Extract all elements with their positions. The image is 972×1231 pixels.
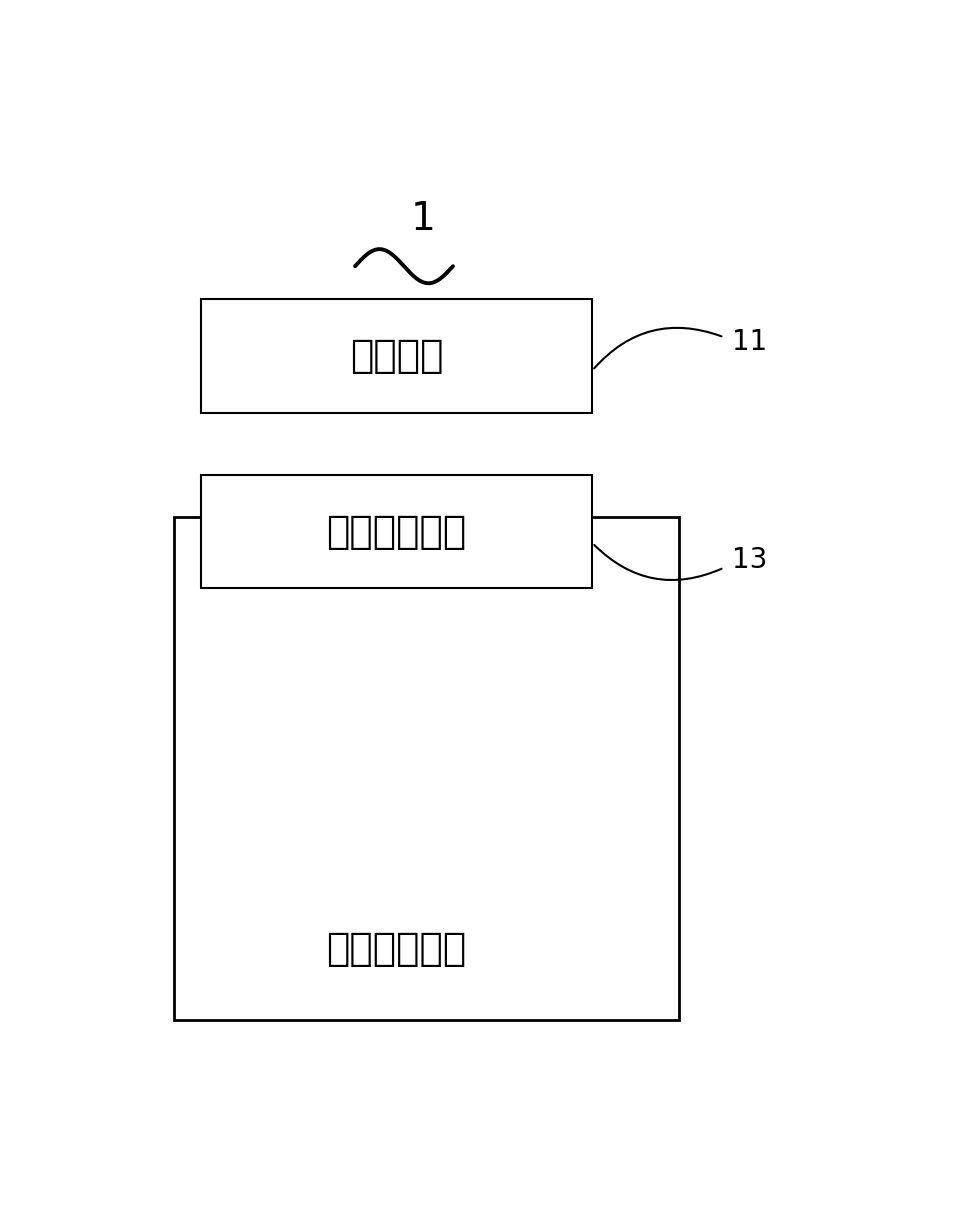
Text: 视点校正组件: 视点校正组件	[327, 512, 467, 550]
Text: 立体显示装置: 立体显示装置	[327, 929, 467, 968]
Bar	[174, 517, 678, 1019]
Text: 11: 11	[732, 327, 767, 356]
Text: 显示面板: 显示面板	[350, 337, 443, 375]
Text: 1: 1	[410, 199, 435, 238]
Bar	[200, 475, 592, 588]
Text: 13: 13	[732, 547, 767, 574]
Bar	[200, 299, 592, 414]
